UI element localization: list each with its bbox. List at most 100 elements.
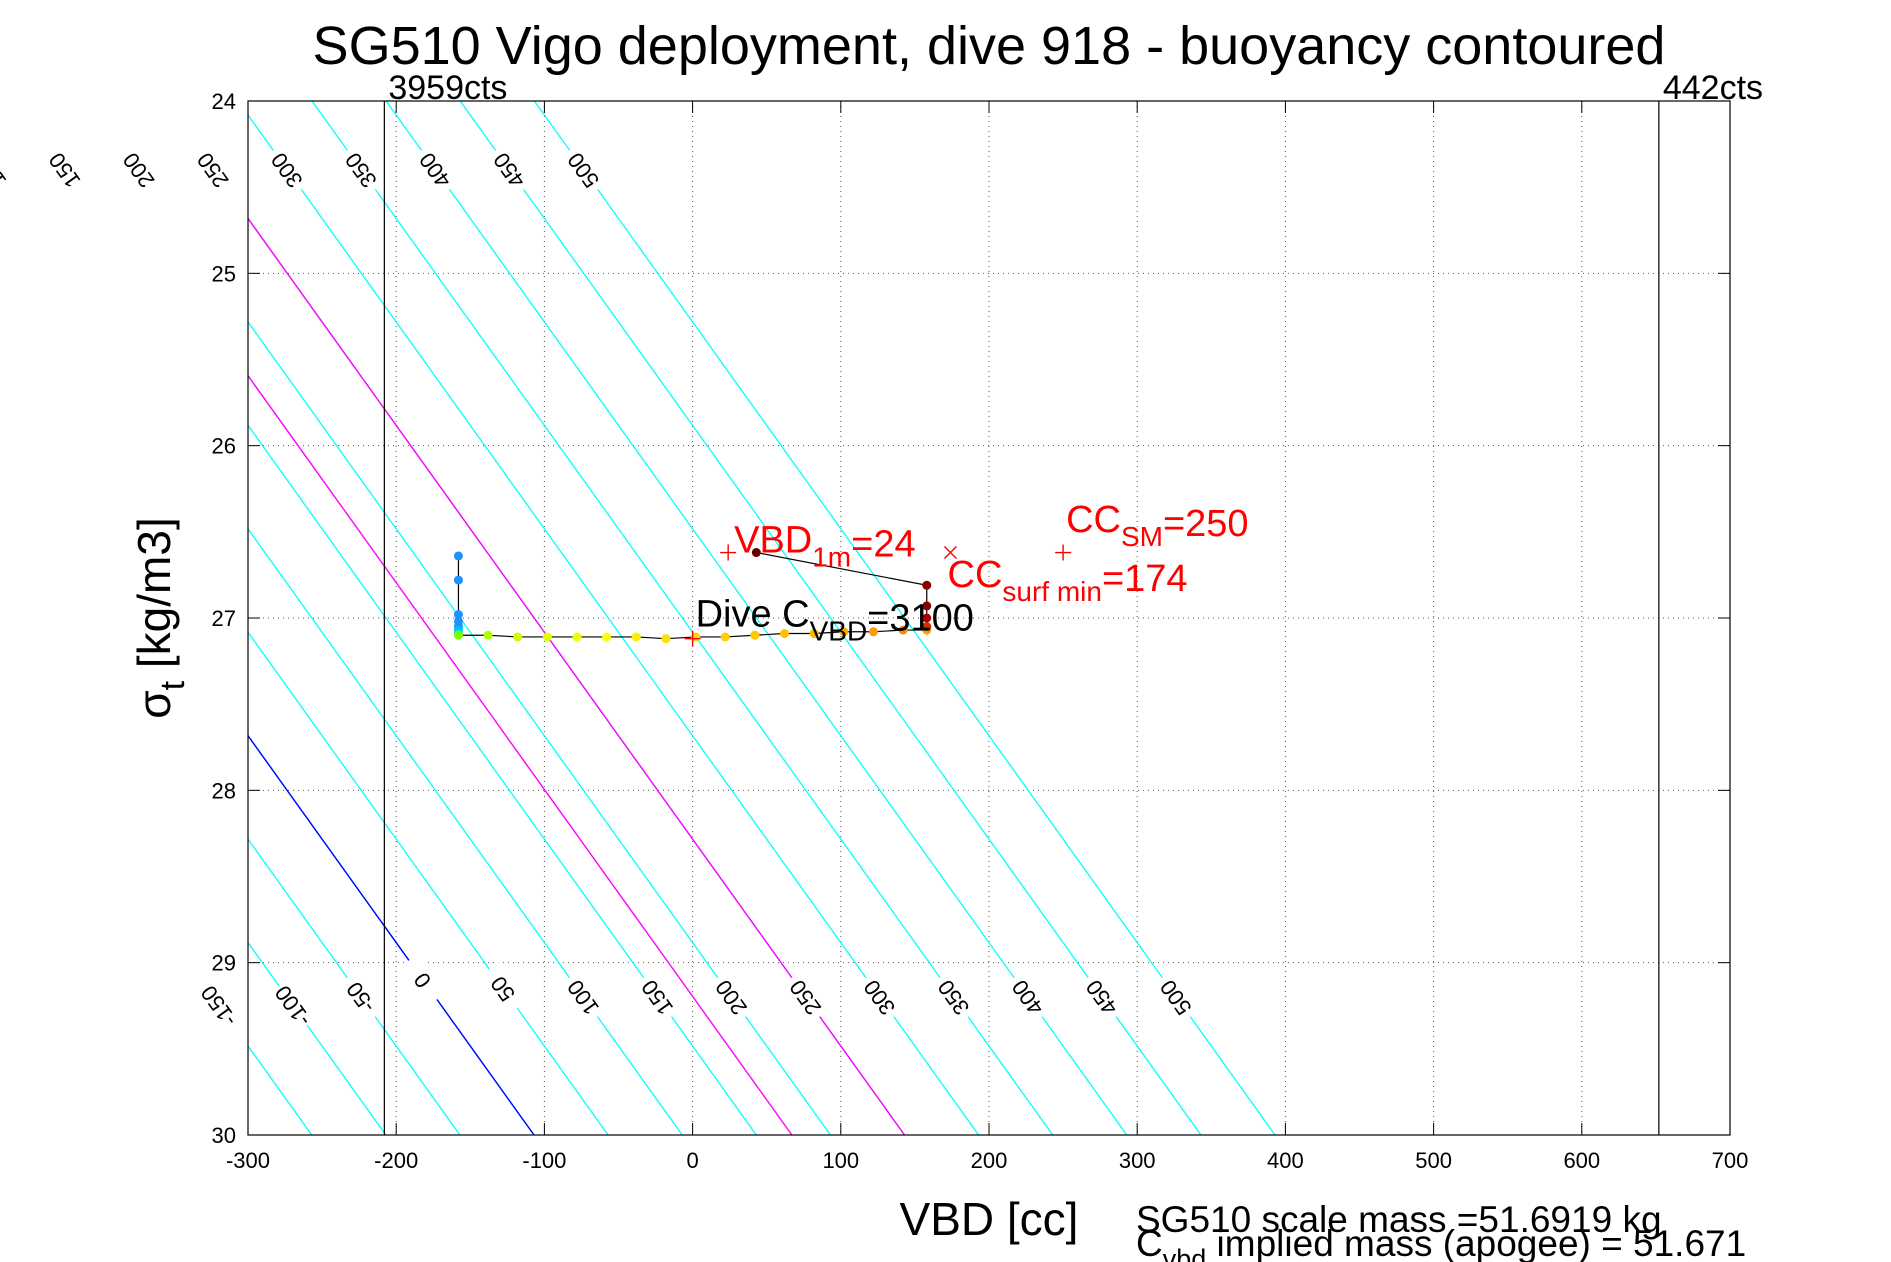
contour-label-mask <box>478 961 528 1016</box>
contour-label-mask <box>336 142 386 198</box>
contour-line <box>311 101 1054 1135</box>
contour-label-mask <box>558 970 609 1025</box>
annotation-label: CCSM=250 <box>1066 499 1248 552</box>
dive-profile-point <box>631 632 641 642</box>
x-tick-label: 100 <box>822 1148 859 1173</box>
dive-profile-point <box>513 632 523 642</box>
dive-profile-point <box>839 627 849 637</box>
dive-profile-point <box>779 629 789 639</box>
implied-mass-symbol: C <box>1136 1223 1163 1262</box>
annotation-label: CCsurf min=174 <box>948 554 1188 607</box>
annotation-subscript: 1m <box>812 542 851 573</box>
x-tick-label: 600 <box>1563 1148 1600 1173</box>
dive-profile-point <box>720 632 730 642</box>
dive-profile-point <box>453 610 463 620</box>
contour-line <box>248 631 609 1135</box>
x-tick-label: 500 <box>1415 1148 1452 1173</box>
x-tick-label: -100 <box>522 1148 566 1173</box>
implied-mass-subscript: vbd <box>1163 1244 1207 1262</box>
contour-label-mask <box>0 142 16 198</box>
contour-label-mask <box>336 970 386 1025</box>
annotation-value: =174 <box>1102 558 1188 600</box>
y-tick-label: 26 <box>212 434 236 459</box>
contour-line-highlight <box>248 217 906 1135</box>
contour-label-mask <box>114 142 164 198</box>
contour-label-mask <box>1151 970 1201 1025</box>
contour-label-mask <box>410 142 461 198</box>
x-tick-label: 400 <box>1267 1148 1304 1173</box>
dive-profile-point <box>542 632 552 642</box>
contour-label-mask <box>929 970 979 1025</box>
contour-line <box>385 101 1128 1135</box>
y-tick-label: 30 <box>212 1123 236 1148</box>
dive-profile-point <box>602 632 612 642</box>
x-tick-label: 700 <box>1712 1148 1749 1173</box>
chart-title: SG510 Vigo deployment, dive 918 - buoyan… <box>313 16 1666 76</box>
contour-line <box>459 101 1202 1135</box>
y-tick-label: 24 <box>212 89 236 114</box>
annotation-label: Dive CVBD=3100 <box>696 594 974 647</box>
contour-label: 100 <box>0 148 11 192</box>
dive-profile-point <box>453 551 463 561</box>
contour-label-mask <box>398 952 448 1007</box>
gridlines <box>248 101 1730 1135</box>
contour-line <box>248 838 461 1135</box>
y-tick-label: 29 <box>212 951 236 976</box>
scale-mass-note: SG510 scale mass =51.6919 kg <box>1136 1199 1662 1240</box>
contour-label-mask <box>40 142 90 198</box>
dive-profile-point <box>898 625 908 635</box>
contour-label-mask <box>633 970 683 1025</box>
contour-line <box>248 527 683 1135</box>
x-tick-label: 200 <box>971 1148 1008 1173</box>
contour-label-mask <box>268 978 318 1033</box>
reference-markers <box>684 544 1072 647</box>
y-axis-label-subscript: t <box>154 680 192 690</box>
plot-area: -400-350-300-250-200-150-100-50050100150… <box>0 69 1763 1173</box>
marker-plus <box>684 630 701 647</box>
x-tick-label: 300 <box>1119 1148 1156 1173</box>
dive-profile-point <box>809 629 819 639</box>
contour-label-mask <box>1003 970 1053 1025</box>
y-tick-label: 28 <box>212 778 236 803</box>
contour-label-mask <box>855 970 905 1025</box>
dive-profile-point <box>751 548 761 558</box>
annotation-main: CC <box>948 554 1003 596</box>
contour-label-mask <box>707 970 757 1025</box>
dive-profile-point <box>453 630 463 640</box>
contour-line-highlight <box>248 374 793 1135</box>
contour-label-mask <box>1077 970 1127 1025</box>
contour-label-mask <box>781 970 831 1025</box>
dive-profile-point <box>922 580 932 590</box>
dive-profile-point <box>922 613 932 623</box>
contour-label-mask <box>485 142 535 198</box>
annotation-value: =250 <box>1163 503 1249 545</box>
annotation-subscript: surf min <box>1002 576 1102 607</box>
dive-profile-point <box>868 627 878 637</box>
x-tick-label: -300 <box>226 1148 270 1173</box>
y-tick-label: 27 <box>212 606 236 631</box>
x-tick-label: 0 <box>686 1148 698 1173</box>
contour-line <box>248 941 387 1135</box>
x-tick-label: -200 <box>374 1148 418 1173</box>
dive-profile-point <box>922 622 932 632</box>
annotation-subscript: SM <box>1121 521 1163 552</box>
contour-label-mask <box>262 142 312 198</box>
dive-profile-point <box>453 575 463 585</box>
marker-plus <box>720 544 737 561</box>
dive-profile-point <box>922 601 932 611</box>
annotation-value: =3100 <box>867 598 974 640</box>
implied-mass-value: implied mass (apogee) = 51.671 <box>1206 1223 1746 1262</box>
dive-profile-point <box>750 630 760 640</box>
dive-profile-point <box>572 632 582 642</box>
contour-label-mask <box>188 142 238 198</box>
y-axis-label-units: [kg/m3] <box>128 517 180 681</box>
dive-profile <box>453 548 932 644</box>
annotation-value: =24 <box>851 524 915 566</box>
annotation-label: VBD1m=24 <box>734 520 916 573</box>
footer-notes: SG510 scale mass =51.6919 kg Cvbd implie… <box>1136 1199 1746 1262</box>
y-tick-label: 25 <box>212 261 236 286</box>
contour-label-mask <box>559 142 609 198</box>
